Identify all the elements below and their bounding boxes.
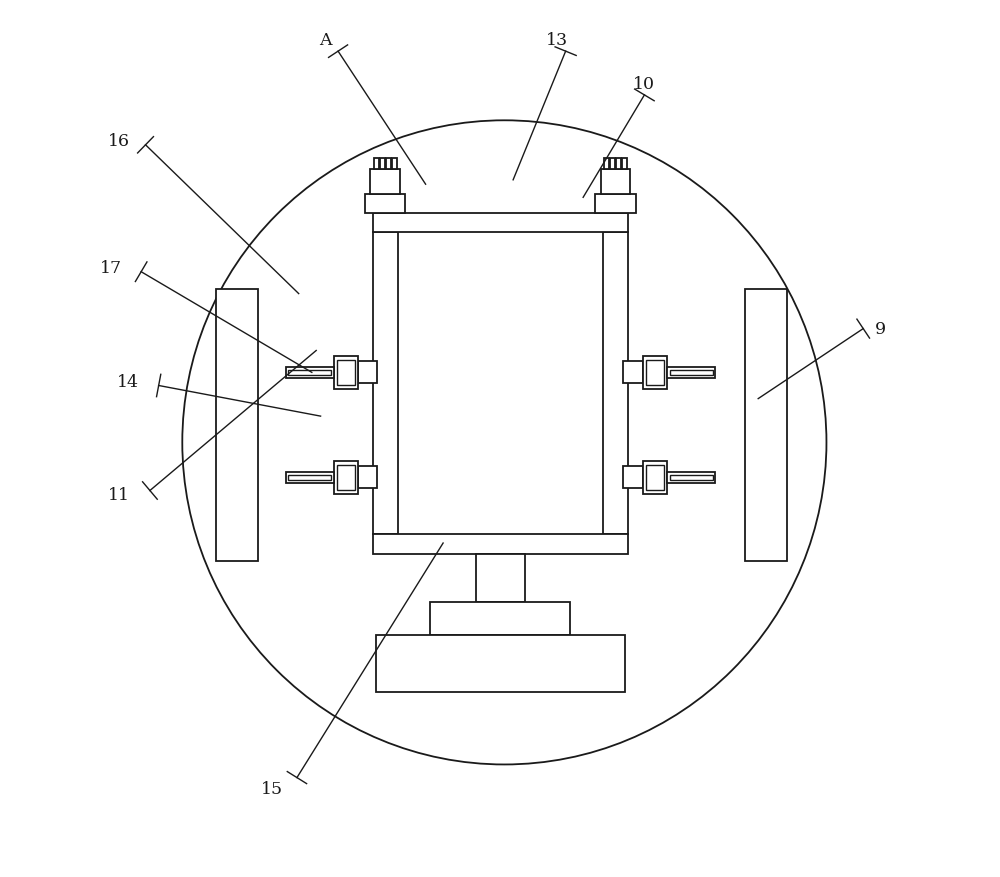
Text: 13: 13 [546, 32, 568, 49]
Bar [334, 461, 358, 494]
Bar [670, 475, 713, 481]
Bar [370, 170, 400, 195]
Bar [358, 467, 377, 488]
Bar [358, 362, 377, 384]
Bar [623, 362, 643, 384]
Text: 16: 16 [108, 132, 130, 150]
Bar [476, 554, 525, 602]
Text: 9: 9 [875, 321, 886, 338]
Bar [337, 465, 355, 490]
Bar [386, 159, 391, 170]
Bar [616, 159, 621, 170]
Bar [610, 159, 615, 170]
Bar [623, 467, 643, 488]
Text: 10: 10 [633, 76, 655, 93]
Bar [373, 535, 628, 554]
Bar [334, 357, 358, 389]
Text: 14: 14 [117, 374, 139, 390]
Text: 15: 15 [261, 780, 284, 796]
Bar [392, 159, 397, 170]
Bar [604, 159, 609, 170]
Bar [374, 159, 379, 170]
Text: 11: 11 [108, 487, 130, 503]
Text: A: A [319, 32, 331, 49]
Text: 17: 17 [99, 260, 122, 276]
Bar [288, 370, 331, 375]
Bar [430, 602, 570, 635]
Bar [288, 475, 331, 481]
Bar [286, 473, 334, 483]
Bar [286, 367, 334, 378]
Bar [376, 635, 625, 692]
Bar [622, 159, 627, 170]
Bar [643, 357, 667, 389]
Bar [646, 465, 664, 490]
Bar [380, 159, 385, 170]
Bar [670, 370, 713, 375]
Bar [337, 360, 355, 386]
Bar [601, 170, 630, 195]
Bar [216, 290, 258, 561]
Bar [643, 461, 667, 494]
Bar [603, 233, 628, 535]
Bar [373, 214, 628, 233]
Bar [365, 195, 405, 214]
Bar [667, 367, 715, 378]
Bar [745, 290, 787, 561]
Bar [373, 233, 398, 535]
Bar [595, 195, 636, 214]
Bar [667, 473, 715, 483]
Bar [646, 360, 664, 386]
